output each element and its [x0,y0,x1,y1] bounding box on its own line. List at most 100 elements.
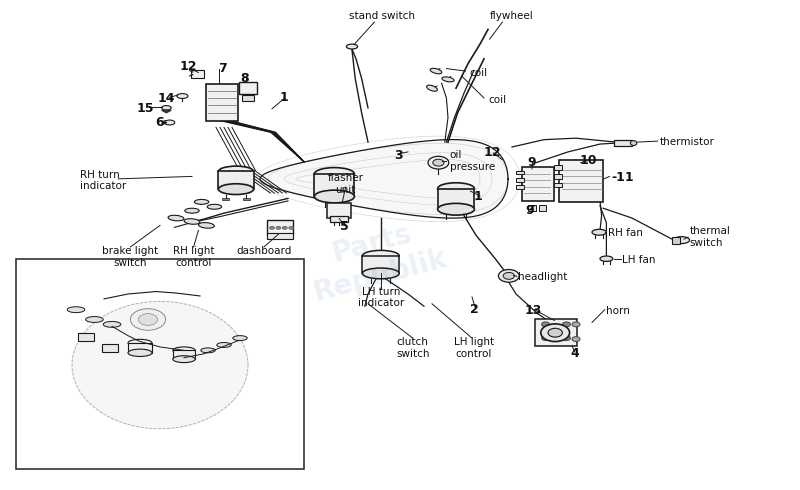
Ellipse shape [185,208,199,213]
Text: brake light
switch: brake light switch [102,246,158,268]
Circle shape [289,226,294,229]
Ellipse shape [217,343,231,347]
Bar [362,256,399,273]
Ellipse shape [674,237,690,244]
Circle shape [548,328,562,337]
Text: 8: 8 [241,72,249,85]
Bar [173,350,195,359]
Ellipse shape [173,347,195,354]
Bar [218,172,254,189]
Ellipse shape [362,268,399,279]
Circle shape [138,314,158,325]
Ellipse shape [128,339,152,347]
Text: 4: 4 [570,347,578,360]
Text: 5: 5 [340,220,348,233]
Circle shape [572,322,580,327]
Text: LH turn
indicator: LH turn indicator [358,287,404,308]
Text: 14: 14 [158,92,175,104]
Bar [554,165,562,170]
Text: 3: 3 [394,149,402,162]
Ellipse shape [438,183,474,195]
Text: clutch
switch: clutch switch [396,337,430,359]
Text: 12: 12 [484,147,502,159]
Text: 2: 2 [470,303,478,316]
Bar [672,237,680,244]
Circle shape [276,226,281,229]
Ellipse shape [630,141,637,146]
Text: 6: 6 [156,116,164,129]
Text: headlight: headlight [518,272,568,282]
Text: 10: 10 [580,154,598,167]
Text: thermistor: thermistor [660,137,715,147]
Text: stand switch: stand switch [350,11,415,21]
Circle shape [542,336,550,341]
Ellipse shape [128,349,152,357]
Text: LH fan: LH fan [622,255,656,265]
Text: 12: 12 [179,60,197,73]
Ellipse shape [218,184,254,195]
Ellipse shape [86,317,103,322]
Ellipse shape [162,106,171,110]
Ellipse shape [438,203,474,215]
Text: LH light
control: LH light control [454,337,494,359]
Ellipse shape [314,190,354,203]
Bar [267,220,293,235]
Circle shape [428,156,449,169]
Ellipse shape [194,199,209,204]
Bar [243,198,250,200]
Text: flasher
unit: flasher unit [328,173,363,195]
Ellipse shape [218,166,254,177]
Text: RH fan: RH fan [608,228,643,238]
Bar [327,203,351,218]
Circle shape [572,337,580,342]
Bar [128,343,152,353]
Bar [539,205,546,211]
Ellipse shape [346,44,358,49]
Bar [535,318,577,346]
Text: 1: 1 [280,91,288,103]
Circle shape [433,159,444,166]
Bar [206,84,238,121]
Circle shape [541,324,570,342]
Ellipse shape [442,77,454,82]
Text: RH light
control: RH light control [173,246,214,268]
Ellipse shape [314,168,354,180]
Bar [438,189,474,209]
Bar [102,344,118,352]
Bar [517,171,524,174]
Polygon shape [260,140,508,218]
Text: thermal
switch: thermal switch [690,226,730,248]
Text: flywheel: flywheel [490,11,534,21]
Text: oil
pressure: oil pressure [450,150,495,172]
Bar [614,140,632,146]
Circle shape [130,309,166,330]
Bar [554,174,562,178]
Ellipse shape [426,85,438,91]
Ellipse shape [362,250,399,261]
Ellipse shape [168,215,184,221]
Bar [517,178,524,182]
Text: 9: 9 [528,156,536,169]
Bar [314,174,354,196]
Circle shape [498,270,519,282]
Circle shape [562,322,570,327]
Text: 1: 1 [474,191,482,203]
Text: coil: coil [488,96,506,105]
Text: coil: coil [470,69,488,78]
Circle shape [282,226,287,229]
Bar [191,70,204,78]
Text: 13: 13 [525,304,542,317]
Bar [239,82,257,94]
Circle shape [503,272,514,279]
Ellipse shape [165,120,174,125]
Text: Parts
Republik: Parts Republik [302,213,450,307]
Ellipse shape [592,229,606,235]
Bar [267,233,293,239]
Text: 9: 9 [526,204,534,217]
Ellipse shape [177,94,188,98]
Bar [16,259,304,469]
Bar [517,185,524,189]
Text: dashboard: dashboard [236,246,292,256]
Ellipse shape [207,204,222,209]
Bar [554,183,562,187]
